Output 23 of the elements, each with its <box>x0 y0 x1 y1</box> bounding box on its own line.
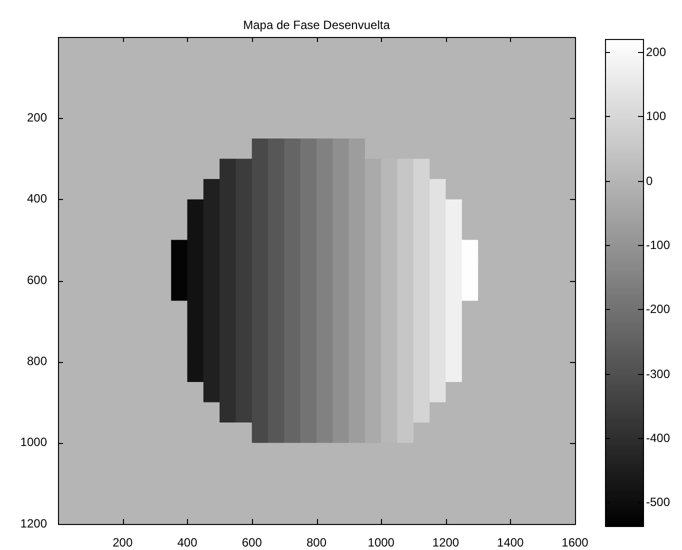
y-tick-label: 800 <box>26 354 48 368</box>
y-tick-label: 400 <box>26 192 48 206</box>
y-tick-label: 200 <box>26 110 48 124</box>
color-bar-label: 0 <box>646 174 653 188</box>
x-tick-label: 800 <box>306 536 327 550</box>
x-tick-label: 600 <box>242 536 262 550</box>
color-bar-label: -100 <box>646 238 670 252</box>
color-bar-label: 200 <box>646 44 666 59</box>
y-tick-label: 600 <box>26 272 48 287</box>
x-tick-label: 1200 <box>432 536 460 550</box>
x-tick-label: 200 <box>112 536 133 550</box>
x-tick-label: 1000 <box>368 536 395 550</box>
color-bar-label: 100 <box>646 108 666 123</box>
color-bar-label: -400 <box>646 430 670 445</box>
y-tick-label: 1200 <box>20 516 48 530</box>
color-bar-label: -300 <box>646 366 670 381</box>
chart-title: Mapa de Fase Desenvuelta <box>243 18 390 32</box>
x-tick-label: 400 <box>177 536 198 550</box>
color-bar-label: -500 <box>646 494 670 509</box>
x-tick-label: 1600 <box>562 536 589 550</box>
y-tick-label: 1000 <box>20 435 48 450</box>
x-tick-label: 1400 <box>497 536 524 550</box>
color-bar-label: -200 <box>646 302 670 316</box>
